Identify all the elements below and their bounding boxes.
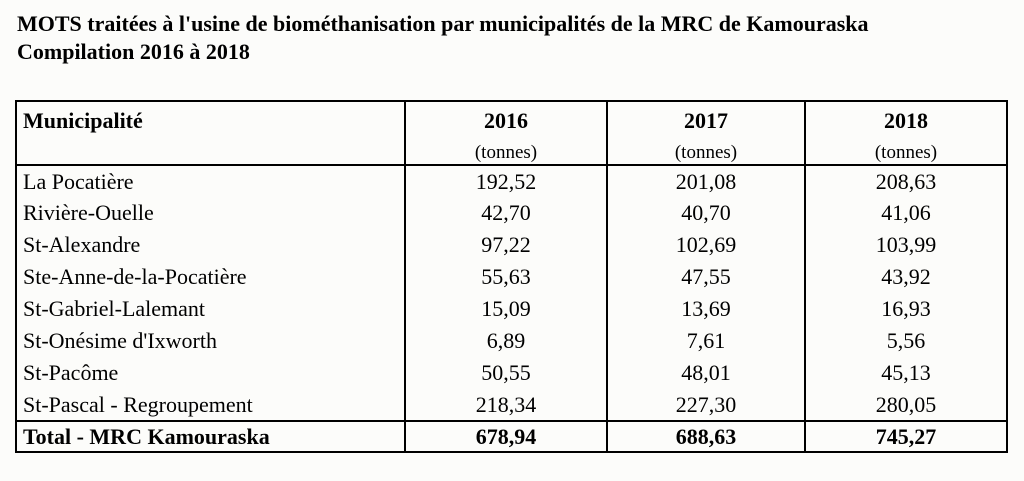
value-2017: 48,01: [606, 357, 805, 389]
table-row: St-Alexandre 97,22 102,69 103,99: [16, 229, 1007, 261]
municipality-cell: St-Pacôme: [23, 360, 119, 385]
value-2018: 16,93: [804, 293, 1007, 325]
municipality-cell: La Pocatière: [23, 168, 134, 194]
municipality-cell: Ste-Anne-de-la-Pocatière: [23, 264, 247, 289]
value-2018: 43,92: [804, 261, 1007, 293]
total-label-cell: Total - MRC Kamouraska: [16, 420, 405, 452]
value-2016: 97,22: [404, 229, 607, 261]
value-2017: 201,08: [606, 165, 805, 197]
value-2016: 192,52: [404, 165, 607, 197]
value-2017: 102,69: [606, 229, 805, 261]
table-row: St-Pascal - Regroupement 218,34 227,30 2…: [16, 389, 1007, 421]
value-2017: 40,70: [606, 197, 805, 229]
unit-label: (tonnes): [474, 142, 538, 163]
value-2018: 5,56: [804, 325, 1007, 357]
value-2018: 45,13: [804, 357, 1007, 389]
table-row: Ste-Anne-de-la-Pocatière 55,63 47,55 43,…: [16, 261, 1007, 293]
column-header-2016: 2016 (tonnes): [404, 101, 607, 166]
table-row: Rivière-Ouelle 42,70 40,70 41,06: [16, 197, 1007, 229]
value-2016: 15,09: [404, 293, 607, 325]
value-2018: 208,63: [804, 165, 1007, 197]
table-row: St-Onésime d'Ixworth 6,89 7,61 5,56: [16, 325, 1007, 357]
value-2017: 7,61: [606, 325, 805, 357]
table-total-row: Total - MRC Kamouraska 678,94 688,63 745…: [16, 420, 1007, 452]
page-title-line1: MOTS traitées à l'usine de biométhanisat…: [17, 11, 869, 36]
total-value-2016: 678,94: [404, 420, 607, 452]
value-2017: 47,55: [606, 261, 805, 293]
page-title: MOTS traitées à l'usine de biométhanisat…: [17, 10, 869, 66]
value-2016: 6,89: [404, 325, 607, 357]
value-2016: 55,63: [404, 261, 607, 293]
value-2016: 218,34: [404, 389, 607, 421]
table-row: La Pocatière 192,52 201,08 208,63: [16, 165, 1007, 197]
unit-label: (tonnes): [874, 142, 938, 163]
value-2018: 280,05: [804, 389, 1007, 421]
value-2017: 13,69: [606, 293, 805, 325]
table-row: St-Pacôme 50,55 48,01 45,13: [16, 357, 1007, 389]
year-label: 2018: [884, 108, 928, 133]
municipality-cell: Rivière-Ouelle: [23, 200, 154, 225]
municipality-cell: St-Alexandre: [23, 232, 141, 257]
value-2016: 42,70: [404, 197, 607, 229]
value-2017: 227,30: [606, 389, 805, 421]
mots-table: Municipalité 2016 (tonnes) 2017 (tonnes)…: [15, 100, 1008, 453]
table-header-row: Municipalité 2016 (tonnes) 2017 (tonnes)…: [16, 101, 1007, 166]
municipality-cell: St-Onésime d'Ixworth: [23, 328, 217, 353]
column-header-2018: 2018 (tonnes): [804, 101, 1007, 166]
column-header-municipality: Municipalité: [16, 101, 405, 166]
year-label: 2017: [684, 108, 728, 133]
column-header-2017: 2017 (tonnes): [606, 101, 805, 166]
total-value-2018: 745,27: [804, 420, 1007, 452]
unit-label: (tonnes): [674, 142, 738, 163]
municipality-cell: St-Pascal - Regroupement: [23, 391, 253, 417]
value-2016: 50,55: [404, 357, 607, 389]
year-label: 2016: [484, 108, 528, 133]
total-value-2017: 688,63: [606, 420, 805, 452]
value-2018: 41,06: [804, 197, 1007, 229]
municipality-cell: St-Gabriel-Lalemant: [23, 296, 206, 321]
page-title-line2: Compilation 2016 à 2018: [17, 39, 250, 64]
value-2018: 103,99: [804, 229, 1007, 261]
table-row: St-Gabriel-Lalemant 15,09 13,69 16,93: [16, 293, 1007, 325]
